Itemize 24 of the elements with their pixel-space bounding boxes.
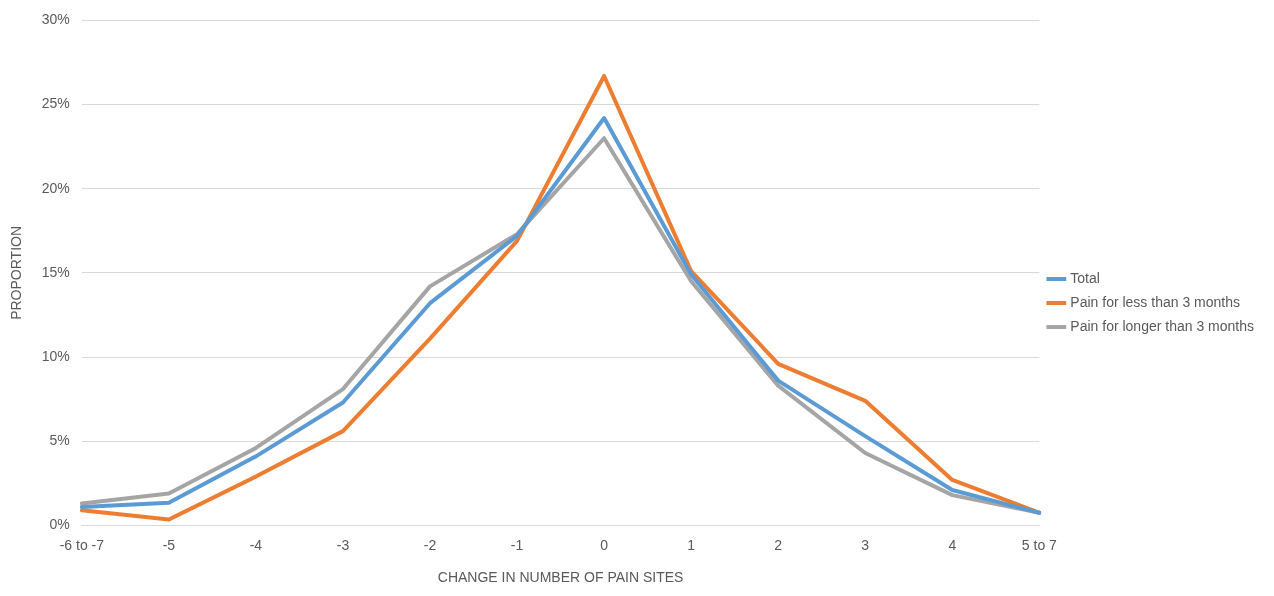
y-tick-label: 25%	[41, 95, 70, 112]
x-axis-title: CHANGE IN NUMBER OF PAIN SITES	[437, 569, 684, 586]
y-tick-label: 0%	[49, 516, 70, 533]
x-tick-label: -2	[423, 536, 437, 553]
x-tick-label: 1	[687, 536, 696, 553]
y-tick-label: 30%	[41, 11, 70, 28]
x-tick-label: 4	[948, 536, 957, 553]
y-tick-label: 15%	[41, 263, 70, 280]
x-tick-label: 5 to 7	[1021, 536, 1058, 553]
y-axis-title: PROPORTION	[8, 225, 25, 320]
y-tick-label: 10%	[41, 347, 70, 364]
x-tick-label: 0	[600, 536, 609, 553]
x-tick-label: 3	[861, 536, 870, 553]
y-tick-label: 5%	[49, 432, 70, 449]
x-tick-label: -1	[510, 536, 524, 553]
legend-label: Pain for longer than 3 months	[1070, 317, 1254, 334]
legend-label: Total	[1070, 269, 1100, 286]
x-tick-label: 2	[774, 536, 783, 553]
legend-label: Pain for less than 3 months	[1070, 293, 1240, 310]
x-tick-label: -3	[336, 536, 350, 553]
x-tick-label: -5	[162, 536, 176, 553]
y-tick-label: 20%	[41, 179, 70, 196]
x-tick-label: -6 to -7	[59, 536, 105, 553]
x-tick-label: -4	[249, 536, 263, 553]
